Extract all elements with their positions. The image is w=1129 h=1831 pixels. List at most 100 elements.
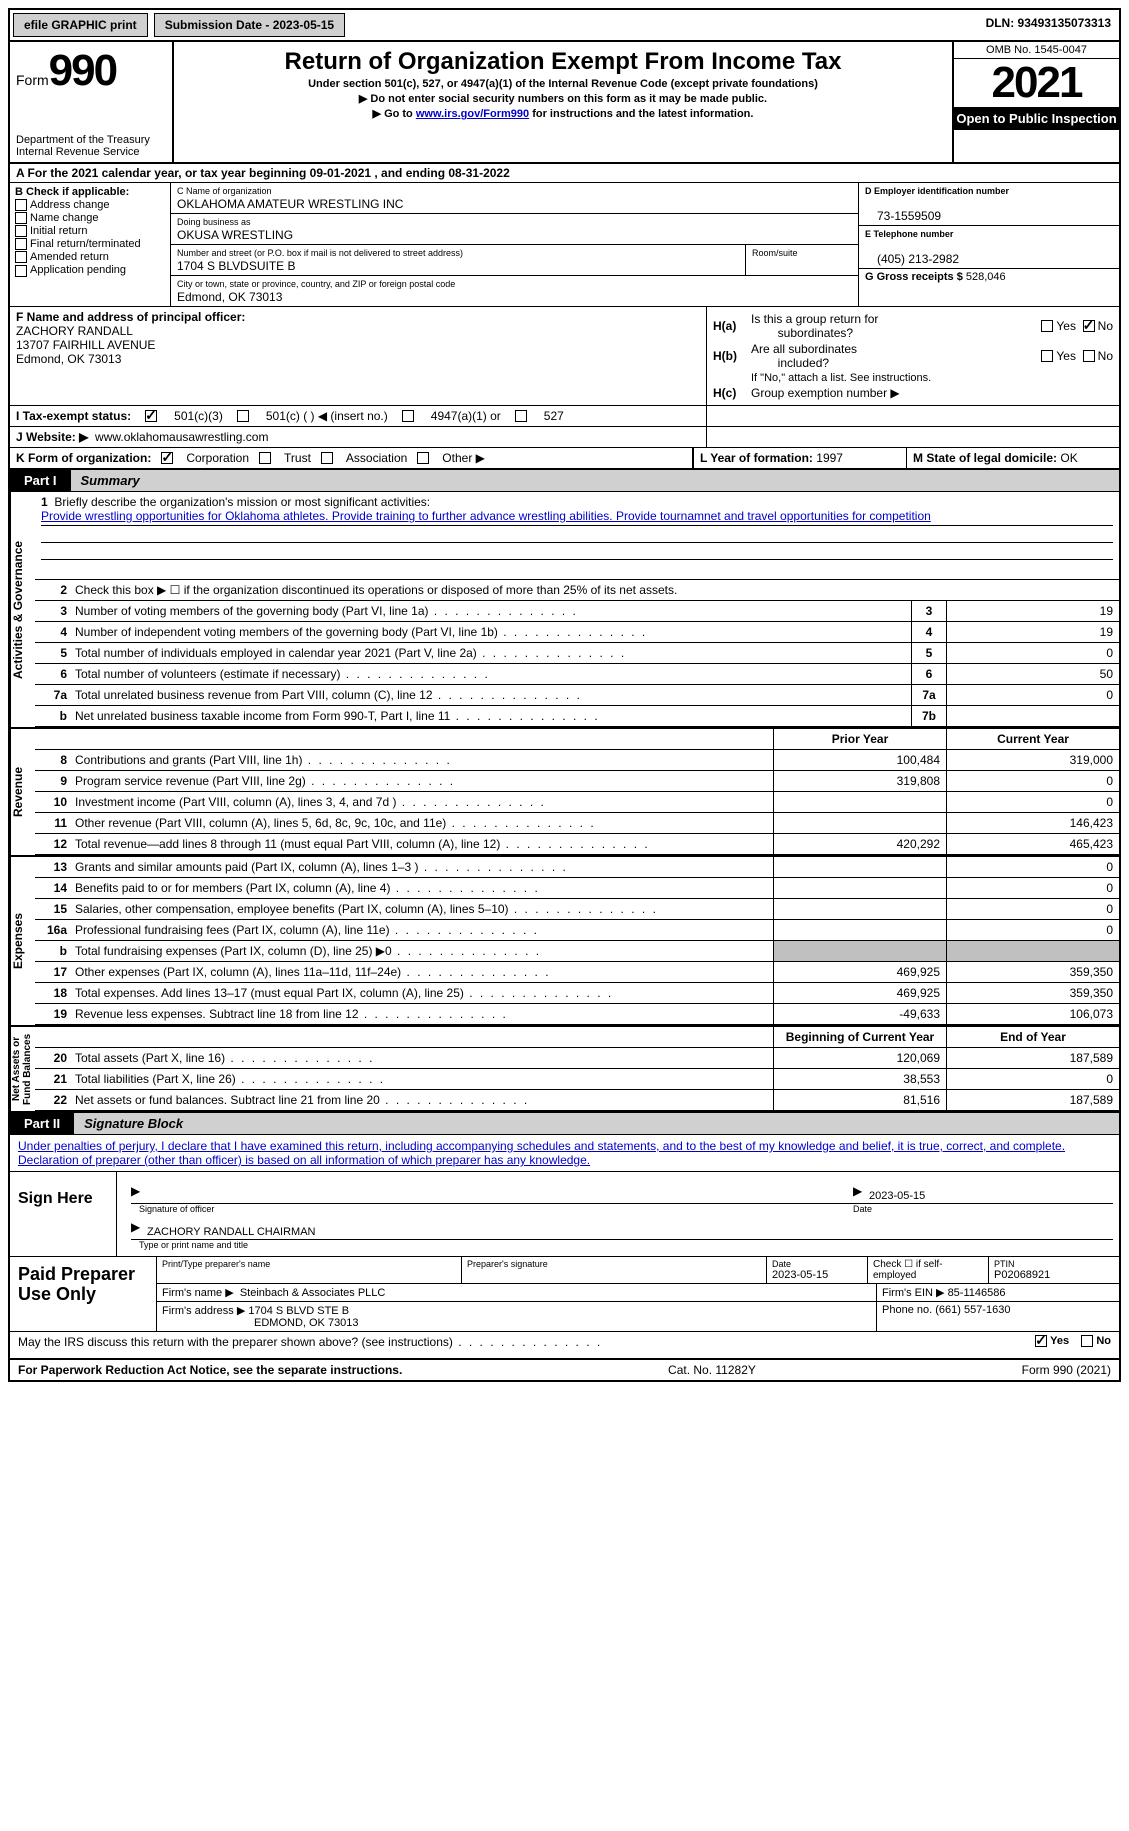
chk-4947[interactable] (402, 410, 414, 422)
gross-receipts-cell: G Gross receipts $ 528,046 (859, 269, 1119, 285)
irs-link[interactable]: www.irs.gov/Form990 (416, 108, 529, 120)
form-title: Return of Organization Exempt From Incom… (182, 48, 944, 76)
chk-corp[interactable] (161, 452, 173, 464)
section-a-tax-year: A For the 2021 calendar year, or tax yea… (10, 162, 1119, 183)
section-f-h-row: F Name and address of principal officer:… (10, 307, 1119, 406)
phone-cell: E Telephone number (405) 213-2982 (859, 226, 1119, 269)
expenses-block: Expenses 13Grants and similar amounts pa… (10, 857, 1119, 1027)
section-i-tax-status: I Tax-exempt status: 501(c)(3) 501(c) ( … (10, 406, 1119, 427)
part-1-header: Part I Summary (10, 469, 1119, 492)
summary-row-3: 3Number of voting members of the governi… (35, 601, 1119, 622)
form-header: Form990 Return of Organization Exempt Fr… (10, 42, 1119, 130)
section-f-officer: F Name and address of principal officer:… (10, 307, 707, 405)
activities-governance-block: Activities & Governance 1 Briefly descri… (10, 492, 1119, 729)
paid-preparer-block: Paid Preparer Use Only Print/Type prepar… (10, 1257, 1119, 1332)
summary-row-4: 4Number of independent voting members of… (35, 622, 1119, 643)
chk-discuss-no[interactable] (1081, 1335, 1093, 1347)
chk-application-pending[interactable] (15, 265, 27, 277)
city-cell: City or town, state or province, country… (171, 276, 858, 306)
chk-amended-return[interactable] (15, 251, 27, 263)
officer-signature-field[interactable] (131, 1178, 853, 1204)
part-2-title: Signature Block (74, 1113, 1119, 1134)
summary-row-12: 12Total revenue—add lines 8 through 11 (… (35, 834, 1119, 855)
summary-row-8: 8Contributions and grants (Part VIII, li… (35, 750, 1119, 771)
title-column: Return of Organization Exempt From Incom… (174, 42, 952, 130)
tax-year: 2021 (954, 59, 1119, 107)
mission-text: Provide wrestling opportunities for Okla… (41, 509, 1113, 526)
summary-row-21: 21Total liabilities (Part X, line 26)38,… (35, 1069, 1119, 1090)
signature-declaration: Under penalties of perjury, I declare th… (10, 1135, 1119, 1171)
part-1-tab: Part I (10, 470, 71, 491)
section-b-title: B Check if applicable: (15, 186, 165, 198)
chk-initial-return[interactable] (15, 225, 27, 237)
section-j-website: J Website: ▶ www.oklahomausawrestling.co… (10, 427, 1119, 448)
part-2-tab: Part II (10, 1113, 74, 1134)
chk-hb-no[interactable] (1083, 350, 1095, 362)
summary-row-15: 15Salaries, other compensation, employee… (35, 899, 1119, 920)
revenue-block: Revenue Prior Year Current Year 8Contrib… (10, 729, 1119, 857)
section-d-e-g: D Employer identification number 73-1559… (858, 183, 1119, 306)
sign-here-row: Sign Here Signature of officer 2023-05-1… (10, 1171, 1119, 1257)
subtitle-2: ▶ Do not enter social security numbers o… (182, 92, 944, 105)
section-k-l-m: K Form of organization: Corporation Trus… (10, 448, 1119, 469)
ein-cell: D Employer identification number 73-1559… (859, 183, 1119, 226)
chk-trust[interactable] (259, 452, 271, 464)
officer-name-field: ZACHORY RANDALL CHAIRMAN (131, 1214, 1113, 1240)
summary-row-16a: 16aProfessional fundraising fees (Part I… (35, 920, 1119, 941)
summary-row-5: 5Total number of individuals employed in… (35, 643, 1119, 664)
summary-row-11: 11Other revenue (Part VIII, column (A), … (35, 813, 1119, 834)
summary-row-20: 20Total assets (Part X, line 16)120,0691… (35, 1048, 1119, 1069)
top-bar: efile GRAPHIC print Submission Date - 20… (10, 10, 1119, 42)
net-assets-block: Net Assets or Fund Balances Beginning of… (10, 1027, 1119, 1112)
part-2-header: Part II Signature Block (10, 1112, 1119, 1135)
form-label: Form (16, 72, 49, 88)
section-c: C Name of organization OKLAHOMA AMATEUR … (171, 183, 858, 306)
vlabel-revenue: Revenue (10, 729, 35, 855)
col-headers-net: Beginning of Current Year End of Year (35, 1027, 1119, 1048)
vlabel-net-assets: Net Assets or Fund Balances (10, 1027, 35, 1111)
summary-row-b: bNet unrelated business taxable income f… (35, 706, 1119, 727)
chk-final-return[interactable] (15, 238, 27, 250)
form-number-box: Form990 (10, 42, 174, 130)
org-name-cell: C Name of organization OKLAHOMA AMATEUR … (171, 183, 858, 214)
dba-cell: Doing business as OKUSA WRESTLING (171, 214, 858, 245)
summary-row-18: 18Total expenses. Add lines 13–17 (must … (35, 983, 1119, 1004)
summary-row-9: 9Program service revenue (Part VIII, lin… (35, 771, 1119, 792)
paid-preparer-label: Paid Preparer Use Only (10, 1257, 157, 1331)
chk-501c[interactable] (237, 410, 249, 422)
paperwork-notice: For Paperwork Reduction Act Notice, see … (18, 1363, 402, 1377)
dept-treasury: Department of the Treasury Internal Reve… (10, 130, 174, 162)
submission-date-button[interactable]: Submission Date - 2023-05-15 (154, 13, 345, 37)
mission-box: 1 Briefly describe the organization's mi… (35, 492, 1119, 579)
col-headers-row: Prior Year Current Year (35, 729, 1119, 750)
chk-name-change[interactable] (15, 212, 27, 224)
form-ref: Form 990 (2021) (1022, 1363, 1111, 1377)
summary-row-14: 14Benefits paid to or for members (Part … (35, 878, 1119, 899)
summary-row-19: 19Revenue less expenses. Subtract line 1… (35, 1004, 1119, 1025)
form-number: 990 (49, 46, 116, 95)
form-990-page: efile GRAPHIC print Submission Date - 20… (8, 8, 1121, 1382)
cat-no: Cat. No. 11282Y (668, 1363, 756, 1377)
sig-date-field: 2023-05-15 (853, 1178, 1113, 1204)
summary-row-13: 13Grants and similar amounts paid (Part … (35, 857, 1119, 878)
section-h: H(a) Is this a group return for subordin… (707, 307, 1119, 405)
dln-label: DLN: 93493135073313 (978, 10, 1119, 40)
chk-discuss-yes[interactable] (1035, 1335, 1047, 1347)
subtitle-1: Under section 501(c), 527, or 4947(a)(1)… (182, 78, 944, 90)
efile-print-button[interactable]: efile GRAPHIC print (13, 13, 148, 37)
chk-address-change[interactable] (15, 199, 27, 211)
summary-row-7a: 7aTotal unrelated business revenue from … (35, 685, 1119, 706)
summary-row-b: bTotal fundraising expenses (Part IX, co… (35, 941, 1119, 962)
chk-ha-yes[interactable] (1041, 320, 1053, 332)
subtitle-3: ▶ Go to www.irs.gov/Form990 for instruct… (182, 107, 944, 120)
chk-ha-no[interactable] (1083, 320, 1095, 332)
summary-row-6: 6Total number of volunteers (estimate if… (35, 664, 1119, 685)
chk-other[interactable] (417, 452, 429, 464)
chk-hb-yes[interactable] (1041, 350, 1053, 362)
chk-527[interactable] (515, 410, 527, 422)
part-1-title: Summary (71, 470, 1119, 491)
chk-assoc[interactable] (321, 452, 333, 464)
chk-501c3[interactable] (145, 410, 157, 422)
year-box: OMB No. 1545-0047 2021 Open to Public In… (952, 42, 1119, 130)
open-to-public: Open to Public Inspection (954, 107, 1119, 130)
